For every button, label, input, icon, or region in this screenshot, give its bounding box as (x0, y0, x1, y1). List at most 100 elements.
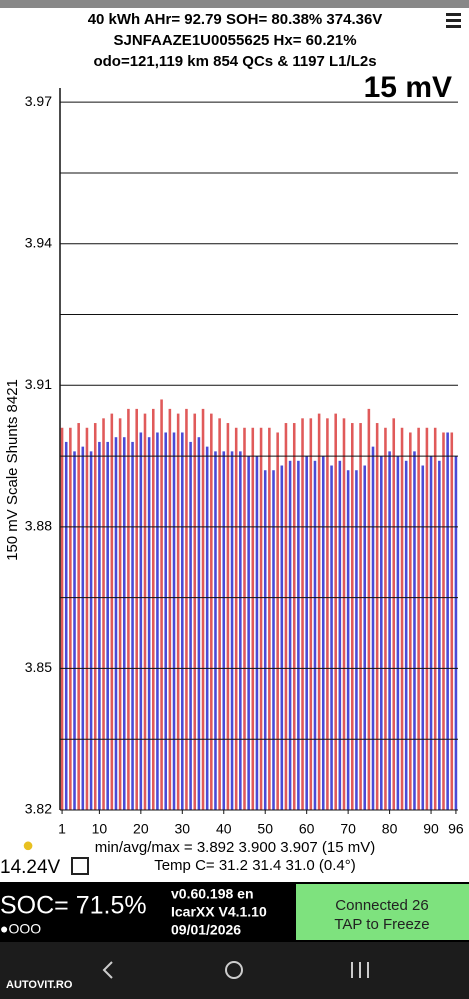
bar (222, 451, 226, 810)
bar (234, 427, 238, 810)
bar (189, 441, 192, 810)
x-tick-label: 40 (216, 821, 232, 837)
bar (110, 413, 114, 810)
bar (272, 470, 275, 810)
x-tick-label: 10 (92, 821, 108, 837)
bar (346, 470, 350, 810)
bar (326, 418, 329, 810)
bar (85, 427, 89, 810)
bar (73, 451, 76, 810)
bar (118, 418, 122, 810)
bar (151, 408, 155, 810)
bar (404, 460, 408, 810)
bar (317, 413, 321, 810)
bar (176, 413, 180, 810)
bar (429, 456, 433, 810)
bar (160, 399, 163, 810)
header-line: odo=121,119 km 854 QCs & 1197 L1/L2s (93, 53, 376, 70)
bar (102, 418, 105, 810)
bar (259, 427, 263, 810)
bar (106, 441, 109, 810)
bar (284, 423, 288, 810)
bar (139, 432, 143, 810)
back-button[interactable] (102, 961, 113, 979)
bar (214, 451, 217, 810)
bar (355, 470, 358, 810)
home-button[interactable] (225, 961, 243, 979)
bar (371, 446, 375, 810)
bar (77, 423, 80, 810)
bar (309, 418, 313, 810)
bar (417, 427, 420, 810)
header-line: 40 kWh AHr= 92.79 SOH= 80.38% 374.36V (88, 11, 383, 28)
bar (334, 413, 337, 810)
bar (135, 408, 138, 810)
x-tick-label: 80 (382, 821, 398, 837)
bar (330, 465, 333, 810)
dots: ●OOO (0, 921, 41, 937)
bar (367, 408, 371, 810)
bar (380, 456, 383, 810)
bar (413, 451, 416, 810)
bar (60, 427, 64, 810)
bar (210, 413, 213, 810)
bar (438, 460, 441, 810)
bar (69, 427, 72, 810)
connect-button[interactable] (296, 884, 469, 940)
x-tick-label: 90 (423, 821, 439, 837)
tap-freeze[interactable]: TAP to Freeze (334, 916, 429, 933)
bar (205, 446, 209, 810)
bar (301, 418, 304, 810)
y-tick-label: 3.85 (25, 659, 52, 675)
bar (268, 427, 271, 810)
bar (321, 456, 325, 810)
bar (181, 432, 184, 810)
soc: SOC= 71.5% (0, 892, 147, 920)
bar (81, 446, 85, 810)
scale-label: 15 mV (364, 71, 452, 104)
x-tick-label: 30 (175, 821, 191, 837)
bar (421, 465, 425, 810)
calendar-icon (71, 857, 89, 875)
bar (288, 460, 292, 810)
y-tick-label: 3.88 (25, 518, 52, 534)
bar (409, 432, 412, 810)
bar (122, 437, 126, 810)
bar (384, 427, 387, 810)
bar (375, 423, 379, 810)
bar (442, 432, 445, 810)
bar (255, 456, 259, 810)
bar (147, 437, 151, 810)
bar (396, 456, 400, 810)
bar (350, 423, 354, 810)
bar (193, 413, 197, 810)
nav-bar (0, 942, 469, 999)
bar (164, 432, 168, 810)
bar (433, 427, 437, 810)
bar (185, 408, 188, 810)
bar (127, 408, 130, 810)
watermark: AUTOVIT.RO (6, 979, 73, 991)
bar (243, 427, 246, 810)
adapter: IcarXX V4.1.10 (171, 904, 267, 920)
bar (388, 451, 391, 810)
bar (230, 451, 234, 810)
voltage: 14.24V (0, 857, 61, 878)
y-tick-label: 3.94 (25, 234, 52, 250)
x-tick-label: 70 (340, 821, 356, 837)
temperature: Temp C= 31.2 31.4 31.0 (0.4°) (154, 857, 356, 874)
bar (64, 441, 68, 810)
bar (226, 423, 230, 810)
y-tick-label: 3.97 (25, 93, 52, 109)
recents-button[interactable] (351, 962, 369, 978)
menu-icon[interactable] (446, 13, 461, 28)
bar (363, 465, 367, 810)
header-line: SJNFAAZE1U0055625 Hx= 60.21% (113, 32, 356, 49)
bulb-icon: ● (22, 834, 34, 856)
bar (114, 437, 118, 810)
bar (280, 465, 284, 810)
bar (292, 423, 296, 810)
stats: min/avg/max = 3.892 3.900 3.907 (15 mV) (95, 839, 376, 856)
